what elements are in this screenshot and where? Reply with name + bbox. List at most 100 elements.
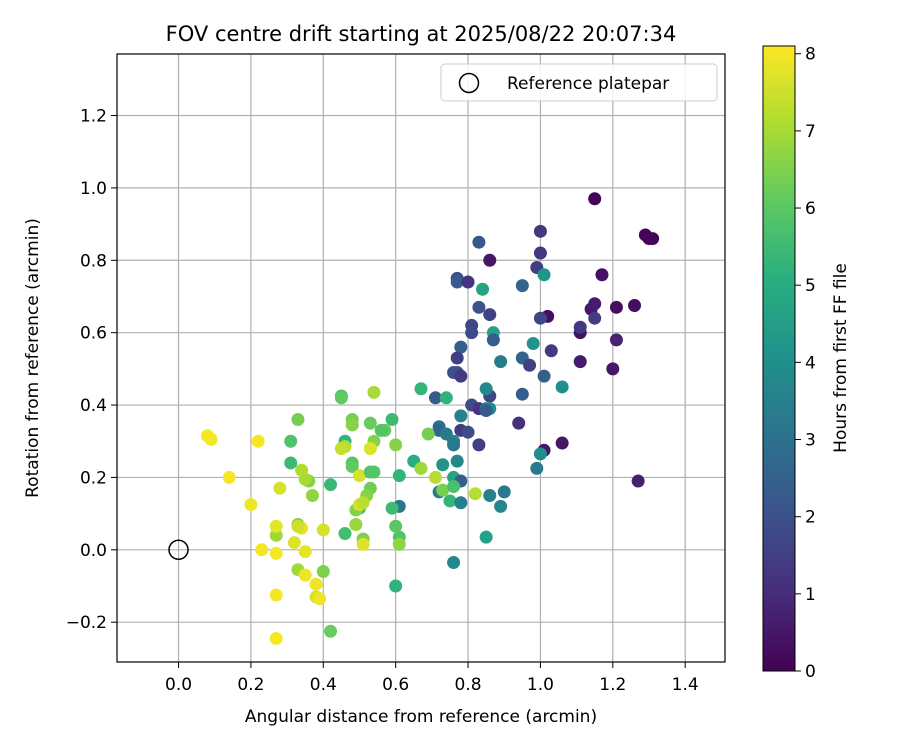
scatter-point	[251, 434, 265, 448]
scatter-point	[222, 470, 236, 484]
scatter-point	[334, 441, 348, 455]
y-axis-ticks: −0.2 0.0 0.2 0.4 0.6 0.8 1.0 1.2	[66, 107, 117, 633]
scatter-point	[530, 461, 544, 475]
scatter-point	[450, 454, 464, 468]
scatter-point	[533, 311, 547, 325]
scatter-point	[526, 337, 540, 351]
scatter-point	[421, 427, 435, 441]
scatter-point	[287, 536, 301, 550]
scatter-point	[428, 391, 442, 405]
x-tick-label: 0.6	[382, 675, 409, 695]
scatter-point	[269, 588, 283, 602]
scatter-point	[461, 275, 475, 289]
scatter-point	[352, 469, 366, 483]
scatter-point	[349, 517, 363, 531]
scatter-point	[414, 382, 428, 396]
colorbar-gradient	[762, 45, 796, 672]
colorbar-tick-label: 0	[805, 662, 816, 682]
scatter-point	[573, 320, 587, 334]
scatter-point	[461, 425, 475, 439]
scatter-point	[356, 496, 370, 510]
x-tick-label: 1.0	[527, 675, 554, 695]
scatter-point	[363, 441, 377, 455]
scatter-point	[472, 438, 486, 452]
scatter-point	[609, 300, 623, 314]
scatter-point	[523, 358, 537, 372]
scatter-point	[367, 385, 381, 399]
scatter-point	[537, 268, 551, 282]
scatter-point	[295, 463, 309, 477]
x-tick-label: 0.8	[455, 675, 482, 695]
x-tick-label: 0.0	[165, 675, 192, 695]
scatter-point	[269, 528, 283, 542]
scatter-point	[428, 470, 442, 484]
scatter-point	[588, 192, 602, 206]
scatter-point	[544, 344, 558, 358]
scatter-point	[555, 380, 569, 394]
scatter-point	[533, 447, 547, 461]
scatter-point	[479, 403, 493, 417]
scatter-point	[385, 501, 399, 515]
legend: Reference platepar	[440, 63, 718, 102]
colorbar-label: Hours from first FF file	[831, 263, 851, 453]
x-tick-label: 0.2	[237, 675, 264, 695]
scatter-point	[389, 579, 403, 593]
scatter-point	[447, 438, 461, 452]
scatter-point	[309, 577, 323, 591]
scatter-point	[454, 340, 468, 354]
scatter-point	[255, 543, 269, 557]
scatter-point	[204, 432, 218, 446]
scatter-point	[269, 519, 283, 533]
scatter-point	[483, 253, 497, 267]
scatter-point	[515, 387, 529, 401]
scatter-point	[479, 382, 493, 396]
scatter-point	[476, 282, 490, 296]
scatter-point	[494, 499, 508, 513]
x-tick-label: 0.4	[310, 675, 337, 695]
scatter-point	[345, 460, 359, 474]
scatter-point	[392, 537, 406, 551]
scatter-point	[537, 369, 551, 383]
legend-box	[440, 63, 718, 102]
scatter-point	[389, 519, 403, 533]
scatter-point	[447, 555, 461, 569]
reference-platepar-marker	[168, 539, 189, 561]
scatter-point	[609, 333, 623, 347]
scatter-point	[316, 565, 330, 579]
x-tick-label: 1.4	[672, 675, 699, 695]
x-axis-ticks: 0.0 0.2 0.4 0.6 0.8 1.0 1.2 1.4	[165, 662, 699, 695]
scatter-point	[345, 418, 359, 432]
scatter-point	[284, 456, 298, 470]
scatter-point	[291, 519, 305, 533]
scatter-point	[324, 478, 338, 492]
grid-lines	[117, 54, 725, 662]
scatter-point	[573, 355, 587, 369]
scatter-point	[439, 391, 453, 405]
scatter-point	[472, 300, 486, 314]
plot-frame	[116, 53, 726, 663]
scatter-point	[316, 523, 330, 537]
y-tick-label: 1.0	[80, 179, 107, 199]
scatter-point	[595, 268, 609, 282]
scatter-point	[588, 297, 602, 311]
scatter-point	[533, 224, 547, 238]
scatter-point	[631, 474, 645, 488]
y-tick-label: 0.2	[80, 468, 107, 488]
scatter-point	[454, 409, 468, 423]
scatter-point	[313, 592, 327, 606]
scatter-point	[338, 527, 352, 541]
scatter-point	[436, 483, 450, 497]
x-tick-label: 1.2	[599, 675, 626, 695]
colorbar-tick-label: 3	[805, 431, 816, 451]
scatter-point	[533, 246, 547, 260]
scatter-point	[447, 479, 461, 493]
scatter-point	[392, 469, 406, 483]
scatter-point	[454, 369, 468, 383]
colorbar-tick-label: 8	[805, 45, 816, 65]
legend-marker-icon	[458, 72, 480, 94]
scatter-point	[244, 498, 258, 512]
scatter-point	[486, 333, 500, 347]
scatter-point	[305, 489, 319, 503]
scatter-point	[512, 416, 526, 430]
scatter-point	[367, 465, 381, 479]
